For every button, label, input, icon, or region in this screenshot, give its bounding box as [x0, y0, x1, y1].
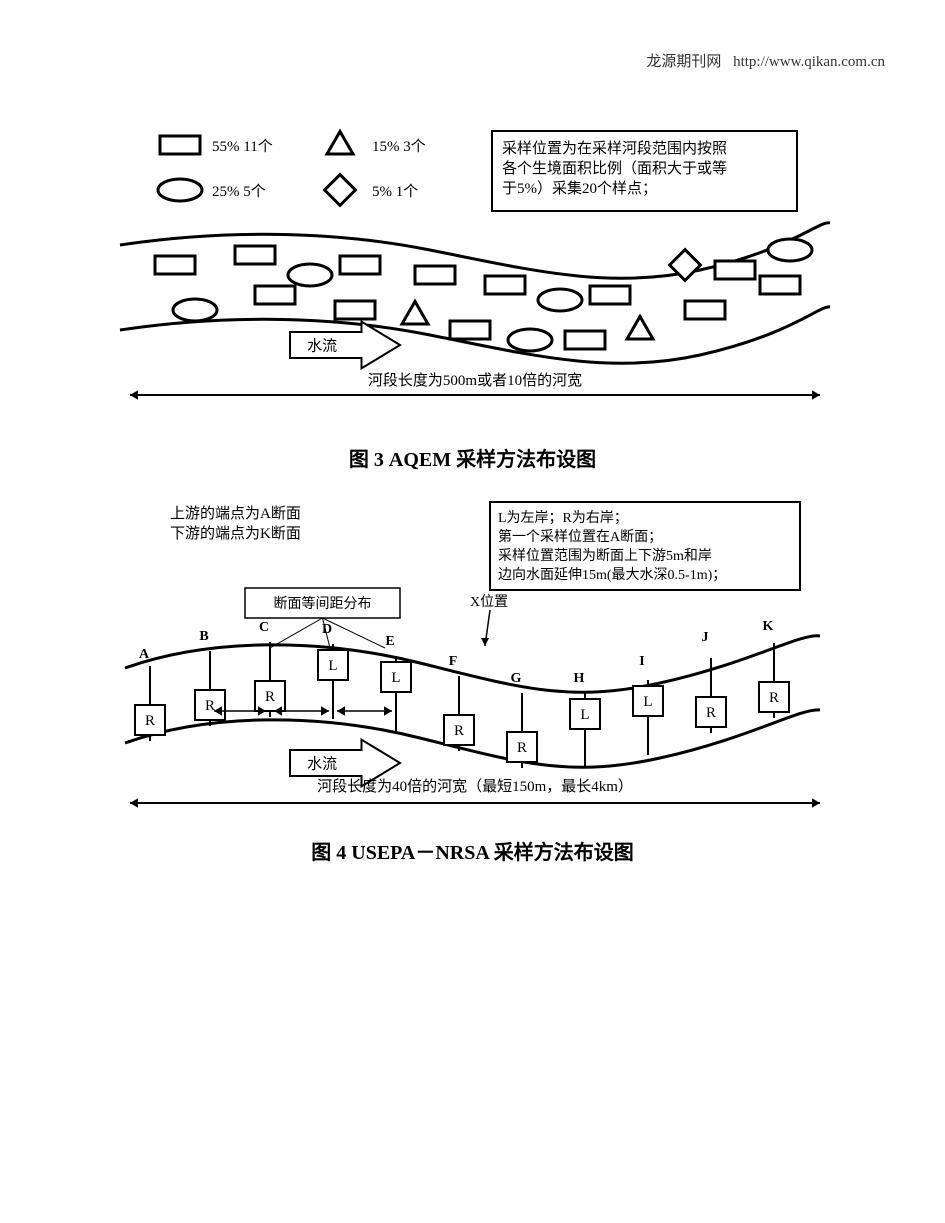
svg-text:A: A [139, 647, 150, 662]
svg-text:5% 1个: 5% 1个 [372, 183, 418, 200]
svg-text:下游的端点为K断面: 下游的端点为K断面 [170, 525, 301, 542]
site-url: http://www.qikan.com.cn [733, 54, 885, 70]
svg-text:R: R [145, 713, 155, 729]
svg-text:L: L [580, 707, 589, 723]
page: 龙源期刊网 http://www.qikan.com.cn 55% 11个 25%… [0, 0, 945, 1223]
svg-text:25% 5个: 25% 5个 [212, 183, 266, 200]
svg-text:采样位置范围为断面上下游5m和岸: 采样位置范围为断面上下游5m和岸 [498, 547, 712, 564]
svg-text:R: R [265, 689, 275, 705]
svg-text:C: C [259, 620, 269, 635]
svg-text:R: R [454, 723, 464, 739]
svg-text:水流: 水流 [307, 755, 337, 772]
svg-text:L: L [328, 658, 337, 674]
svg-text:L: L [391, 670, 400, 686]
figure-3-caption: 图 3 AQEM 采样方法布设图 [100, 443, 845, 472]
page-header: 龙源期刊网 http://www.qikan.com.cn [646, 50, 885, 71]
figure-3-svg: 55% 11个 25% 5个 15% 3个 5% 1个 采样位置为在采样河段范围内按照各… [100, 115, 845, 435]
svg-text:K: K [763, 619, 774, 634]
svg-text:E: E [385, 634, 394, 649]
svg-text:水流: 水流 [307, 337, 337, 354]
figure-4-caption: 图 4 USEPA－NRSA 采样方法布设图 [100, 836, 845, 865]
svg-text:R: R [205, 698, 215, 714]
svg-text:R: R [706, 705, 716, 721]
svg-text:边向水面延伸15m(最大水深0.5-1m)；: 边向水面延伸15m(最大水深0.5-1m)； [498, 567, 726, 583]
svg-text:F: F [449, 654, 458, 669]
svg-text:第一个采样位置在A断面；: 第一个采样位置在A断面； [498, 528, 662, 545]
svg-text:各个生境面积比例（面积大于或等: 各个生境面积比例（面积大于或等 [502, 159, 727, 177]
svg-text:15% 3个: 15% 3个 [372, 138, 426, 155]
svg-text:55% 11个: 55% 11个 [212, 138, 273, 155]
svg-text:I: I [639, 654, 644, 669]
figure-3: 55% 11个 25% 5个 15% 3个 5% 1个 采样位置为在采样河段范围内按照各… [100, 115, 845, 472]
svg-text:L为左岸；R为右岸；: L为左岸；R为右岸； [498, 510, 628, 526]
svg-text:上游的端点为A断面: 上游的端点为A断面 [170, 505, 301, 522]
svg-text:断面等间距分布: 断面等间距分布 [274, 595, 372, 612]
figure-4: 上游的端点为A断面下游的端点为K断面 L为左岸；R为右岸； 第一个采样位置在A断面；… [100, 488, 845, 865]
svg-text:于5%）采集20个样点；: 于5%）采集20个样点； [502, 180, 657, 197]
svg-text:X位置: X位置 [470, 594, 508, 610]
svg-text:R: R [769, 690, 779, 706]
svg-text:H: H [574, 671, 585, 686]
svg-text:河段长度为500m或者10倍的河宽: 河段长度为500m或者10倍的河宽 [368, 372, 582, 389]
site-name: 龙源期刊网 [646, 54, 721, 70]
svg-text:D: D [322, 622, 332, 637]
figure-4-svg: 上游的端点为A断面下游的端点为K断面 L为左岸；R为右岸； 第一个采样位置在A断面；… [100, 488, 845, 828]
svg-text:J: J [702, 630, 709, 645]
svg-text:R: R [517, 740, 527, 756]
svg-text:B: B [199, 629, 208, 644]
svg-text:河段长度为40倍的河宽（最短150m，最长4km）: 河段长度为40倍的河宽（最短150m，最长4km） [317, 778, 633, 795]
svg-text:G: G [511, 671, 522, 686]
svg-text:L: L [643, 694, 652, 710]
svg-text:采样位置为在采样河段范围内按照: 采样位置为在采样河段范围内按照 [502, 140, 727, 157]
